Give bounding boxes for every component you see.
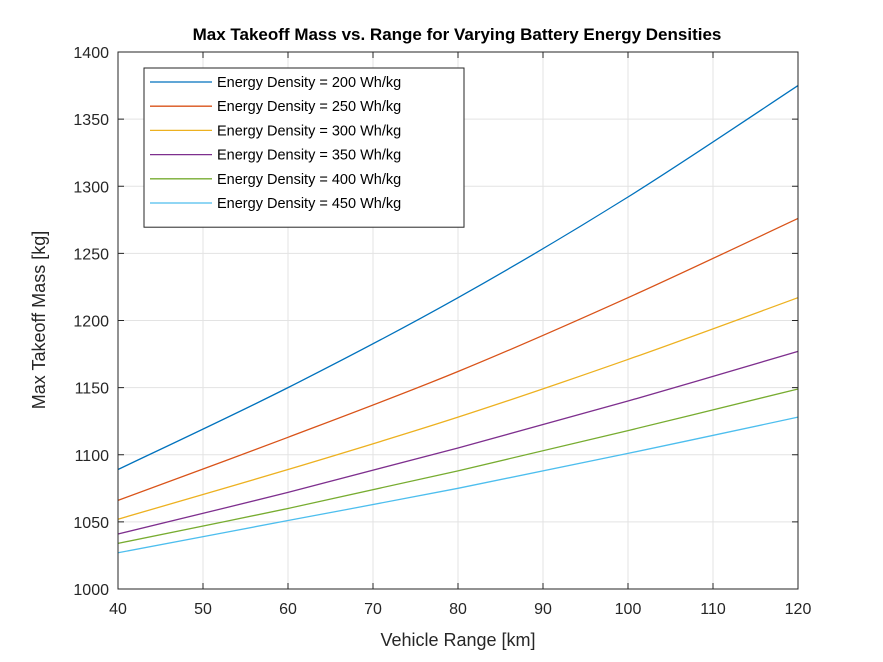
y-tick-label: 1100 bbox=[75, 448, 110, 465]
y-tick-label: 1400 bbox=[73, 45, 109, 62]
x-tick-label: 80 bbox=[449, 601, 467, 618]
x-axis-label: Vehicle Range [km] bbox=[380, 630, 535, 650]
y-tick-label: 1200 bbox=[73, 314, 109, 331]
series-line-3 bbox=[117, 297, 799, 520]
x-tick-label: 120 bbox=[785, 601, 812, 618]
chart-title: Max Takeoff Mass vs. Range for Varying B… bbox=[193, 25, 722, 44]
legend-label-2: Energy Density = 250 Wh/kg bbox=[217, 99, 401, 115]
legend-label-1: Energy Density = 200 Wh/kg bbox=[217, 75, 401, 91]
series-line-1 bbox=[117, 85, 799, 471]
legend-label-4: Energy Density = 350 Wh/kg bbox=[217, 148, 401, 164]
axis-ticks: 40 50 60 70 80 90 100 110 120 1000 1050 1100 1150 120… bbox=[73, 45, 811, 618]
x-tick-label: 90 bbox=[534, 601, 552, 618]
y-tick-label: 1150 bbox=[75, 381, 110, 398]
series-line-4 bbox=[117, 350, 799, 535]
series-line-2 bbox=[117, 217, 799, 501]
legend-label-5: Energy Density = 400 Wh/kg bbox=[217, 172, 401, 188]
y-tick-label: 1050 bbox=[73, 515, 109, 532]
legend-box bbox=[143, 67, 465, 228]
x-tick-label: 60 bbox=[279, 601, 297, 618]
series-line-5 bbox=[117, 388, 799, 544]
series-line-6 bbox=[117, 416, 799, 554]
y-tick-label: 1250 bbox=[73, 246, 109, 263]
y-tick-label: 1300 bbox=[73, 179, 109, 196]
x-tick-label: 110 bbox=[700, 601, 726, 618]
series-lines bbox=[117, 85, 799, 554]
x-tick-label: 100 bbox=[615, 601, 642, 618]
x-tick-label: 50 bbox=[194, 601, 212, 618]
y-tick-label: 1350 bbox=[73, 112, 109, 129]
y-tick-label: 1000 bbox=[73, 582, 109, 599]
x-tick-label: 40 bbox=[109, 601, 127, 618]
y-axis-label: Max Takeoff Mass [kg] bbox=[29, 231, 49, 409]
legend-label-3: Energy Density = 300 Wh/kg bbox=[217, 123, 401, 139]
x-tick-label: 70 bbox=[364, 601, 382, 618]
legend: Energy Density = 200 Wh/kg Energy Density… bbox=[143, 67, 465, 228]
legend-label-6: Energy Density = 450 Wh/kg bbox=[217, 196, 401, 212]
